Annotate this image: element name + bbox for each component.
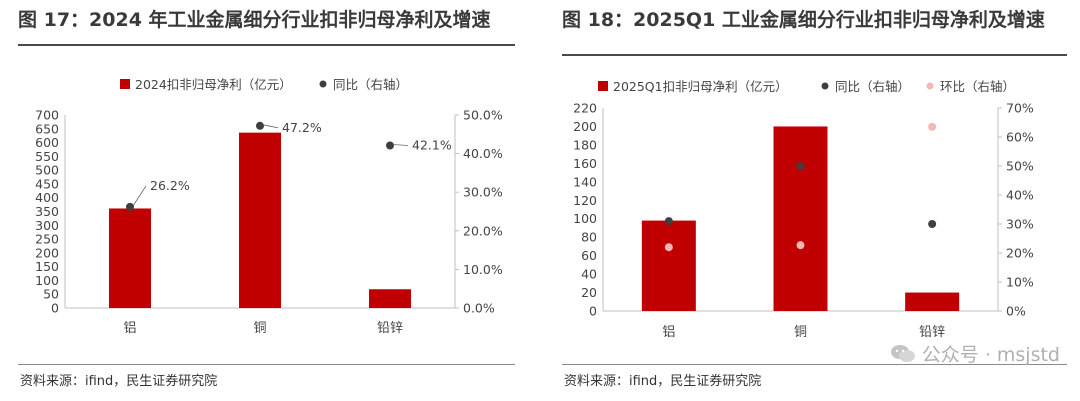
x-tick-label: 铅锌 [919,325,945,340]
legend-marker [319,80,327,88]
x-tick-label: 铝 [662,325,675,340]
y-tick-label-left: 200 [573,119,597,134]
data-point [664,217,673,226]
watermark: 公众号 · msjstd [890,340,1060,367]
y-tick-label-left: 60 [581,248,597,263]
legend-swatch [598,81,608,91]
x-tick-label: 铝 [123,321,136,336]
y-tick-label-left: 40 [581,267,597,282]
y-tick-label-left: 80 [581,230,597,245]
title-divider [562,54,1067,56]
y-tick-label-right: 20% [1006,246,1034,261]
y-tick-label-left: 140 [573,174,597,189]
bar [109,208,151,308]
y-tick-label-right: 30% [1006,217,1034,232]
data-point [796,162,805,170]
y-tick-label-left: 650 [35,121,59,136]
y-tick-label-right: 70% [1006,101,1034,116]
figure-18-title: 图 18：2025Q1 工业金属细分行业扣非归母净利及增速 [562,9,1045,31]
legend-label: 同比（右轴） [333,77,408,92]
y-tick-label-left: 600 [35,135,59,150]
legend-label: 同比（右轴） [835,79,910,94]
data-point [386,141,394,150]
figure-18-panel: 图 18：2025Q1 工业金属细分行业扣非归母净利及增速 0 20 40 60 80 1… [548,0,1080,401]
data-label: 26.2% [150,178,190,193]
y-tick-label-right: 40% [1006,188,1034,203]
y-tick-label-left: 0 [51,301,59,316]
y-tick-label-left: 450 [35,176,59,191]
y-tick-label-left: 0 [589,304,597,319]
y-tick-label-left: 160 [573,156,597,171]
x-tick-label: 铅锌 [377,321,403,336]
y-tick-label-left: 120 [573,193,597,208]
y-tick-label-left: 350 [35,204,59,219]
data-point [256,121,264,130]
bar [641,220,696,311]
data-point [796,241,805,250]
source-divider [562,364,1067,365]
x-tick-label: 铜 [794,325,807,340]
y-tick-label-left: 220 [573,101,597,116]
bar [239,132,281,308]
data-point [928,122,937,131]
y-tick-label-right: 10.0% [463,262,503,277]
y-tick-label-left: 50 [43,287,59,302]
bar [773,126,828,311]
wechat-icon [890,344,915,362]
bar [905,292,960,311]
y-tick-label-left: 150 [35,259,59,274]
figure-17-source: 资料来源：ifind，民生证券研究院 [20,374,218,389]
y-tick-label-right: 30.0% [463,185,503,200]
figure-17-title: 图 17：2024 年工业金属细分行业扣非归母净利及增速 [18,9,491,31]
y-tick-label-right: 0% [1006,304,1026,319]
y-tick-label-right: 50% [1006,159,1034,174]
data-label-leader [392,144,409,146]
legend-marker [821,82,829,90]
data-point [126,202,134,211]
data-label: 47.2% [282,120,322,135]
figure-18-source: 资料来源：ifind，民生证券研究院 [564,374,762,389]
title-divider [18,44,515,46]
y-tick-label-left: 700 [35,108,59,123]
y-tick-label-left: 550 [35,149,59,164]
y-tick-label-right: 60% [1006,130,1034,145]
y-tick-label-left: 180 [573,137,597,152]
legend-swatch [120,79,130,89]
figure-18-chart: 0 20 40 60 80 100 120 140 160 180 200 220 0% 10% 20% 30… [573,79,1034,340]
y-tick-label-right: 10% [1006,275,1034,290]
data-label-leader [262,124,279,129]
y-tick-label-left: 20 [581,285,597,300]
data-point [928,220,937,228]
legend-marker [926,82,934,90]
source-divider [18,364,515,365]
y-tick-label-left: 100 [35,273,59,288]
data-label: 42.1% [412,137,452,152]
legend-label: 环比（右轴） [940,79,1015,94]
y-tick-label-left: 200 [35,245,59,260]
y-tick-label-right: 0.0% [463,301,495,316]
legend-label: 2025Q1扣非归母净利（亿元） [613,79,788,94]
legend-label: 2024扣非归母净利（亿元） [135,77,292,92]
x-tick-label: 铜 [253,321,266,336]
watermark-text: 公众号 · msjstd [921,344,1060,366]
y-tick-label-right: 20.0% [463,223,503,238]
data-label-leader [132,185,147,207]
figure-17-panel: 图 17：2024 年工业金属细分行业扣非归母净利及增速 0 50 100 150 20… [0,0,530,401]
y-tick-label-right: 40.0% [463,146,503,161]
figure-17-chart: 0501001502002503003504004505005506006507… [35,77,503,336]
bar [369,289,411,308]
y-tick-label-left: 500 [35,163,59,178]
y-tick-label-left: 400 [35,190,59,205]
data-point [664,243,673,252]
y-tick-label-left: 300 [35,218,59,233]
y-tick-label-right: 50.0% [463,108,503,123]
y-tick-label-left: 250 [35,232,59,247]
y-tick-label-left: 100 [573,211,597,226]
